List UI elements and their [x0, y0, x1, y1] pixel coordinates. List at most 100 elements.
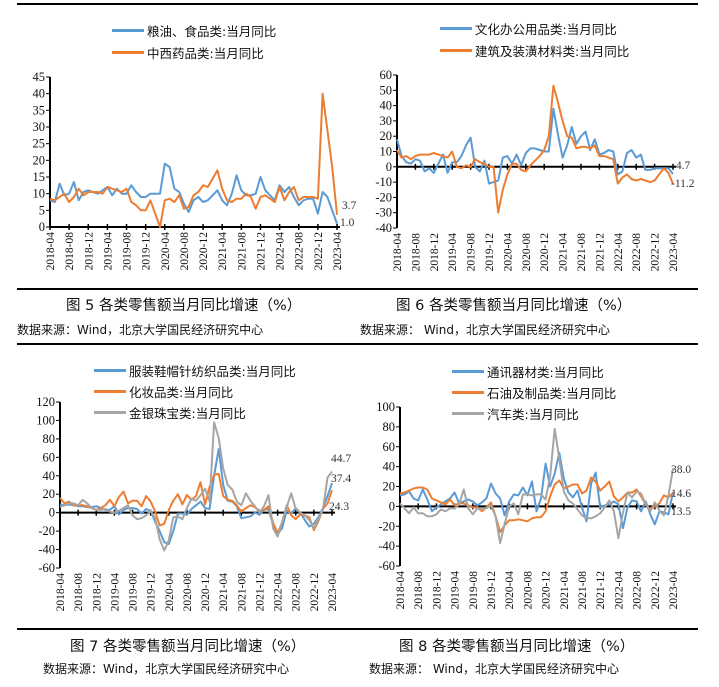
y-tick-label: -20 — [375, 190, 392, 204]
y-tick-label: 100 — [376, 400, 395, 414]
series-line — [49, 92, 338, 228]
top-rule — [360, 343, 698, 345]
data-label: -11.2 — [671, 178, 695, 190]
y-tick-label: 60 — [383, 440, 396, 454]
x-tick-label: 2021-12 — [594, 233, 606, 272]
x-tick-label: 2018-08 — [73, 573, 85, 612]
x-tick-label: 2023-04 — [668, 233, 680, 272]
legend-item: 服装鞋帽针纺织品类:当月同比 — [94, 361, 296, 380]
x-tick-label: 2019-08 — [128, 573, 140, 612]
figure-caption: 图 5 各类零售额当月同比增速（%） — [66, 298, 302, 314]
legend-item: 粮油、食品类:当月同比 — [112, 21, 276, 40]
bottom-rule — [360, 288, 698, 290]
x-tick-label: 2020-04 — [502, 233, 514, 272]
y-tick-label: -40 — [378, 539, 395, 553]
figure-caption: 图 7 各类零售额当月同比增速（%） — [70, 639, 306, 655]
x-tick-label: 2022-12 — [650, 571, 662, 610]
figure-caption: 图 8 各类零售额当月同比增速（%） — [399, 639, 635, 655]
x-tick-label: 2023-04 — [668, 571, 680, 610]
x-tick-label: 2018-12 — [91, 573, 103, 612]
data-label: -4.7 — [672, 160, 690, 172]
data-label: 24.3 — [329, 501, 349, 513]
x-tick-label: 2018-04 — [55, 573, 67, 612]
y-tick-label: 20 — [380, 129, 393, 143]
legend-item: 建筑及装潢材料类:当月同比 — [440, 41, 629, 60]
x-tick-label: 2021-12 — [254, 573, 266, 612]
series-line — [59, 472, 333, 534]
x-tick-label: 2021-08 — [236, 232, 248, 271]
y-tick-label: 25 — [33, 137, 46, 151]
series-line — [396, 84, 674, 214]
legend-label: 化妆品类:当月同比 — [129, 385, 234, 400]
data-label: 1.0 — [340, 217, 355, 229]
data-label: 13.5 — [671, 506, 691, 518]
x-tick-label: 2019-12 — [486, 571, 498, 610]
y-tick-label: -10 — [375, 175, 392, 189]
bottom-rule — [17, 628, 360, 630]
x-tick-label: 2022-04 — [613, 571, 625, 610]
x-tick-label: 2022-12 — [313, 232, 325, 271]
legend-item: 中西药品类:当月同比 — [112, 43, 264, 62]
y-tick-label: 10 — [33, 187, 46, 201]
y-tick-label: 50 — [380, 83, 393, 97]
x-tick-label: 2019-08 — [122, 232, 134, 271]
x-tick-label: 2021-08 — [577, 571, 589, 610]
legend-swatch — [94, 369, 126, 372]
y-tick-label: -40 — [375, 221, 392, 235]
legend-swatch — [112, 51, 144, 54]
legend-item: 化妆品类:当月同比 — [94, 382, 233, 401]
legend-label: 服装鞋帽针纺织品类:当月同比 — [129, 364, 296, 379]
legend-label: 中西药品类:当月同比 — [147, 46, 264, 61]
y-tick-label: 0 — [389, 499, 395, 513]
x-tick-label: 2022-04 — [613, 233, 625, 272]
x-tick-label: 2021-04 — [558, 233, 570, 272]
x-tick-label: 2019-04 — [450, 571, 462, 610]
series-line — [59, 421, 333, 552]
legend-swatch — [94, 390, 126, 393]
y-tick-label: 45 — [33, 70, 46, 84]
x-tick-label: 2022-04 — [275, 232, 287, 271]
x-tick-label: 2022-12 — [650, 233, 662, 272]
x-tick-label: 2019-12 — [484, 233, 496, 272]
x-tick-label: 2020-12 — [539, 233, 551, 272]
y-tick-label: -30 — [375, 206, 392, 220]
y-tick-label: 20 — [383, 480, 396, 494]
x-tick-label: 2021-12 — [595, 571, 607, 610]
x-tick-label: 2018-08 — [410, 233, 422, 272]
x-tick-label: 2020-08 — [182, 573, 194, 612]
legend-label: 金银珠宝类:当月同比 — [129, 406, 246, 421]
y-tick-label: 30 — [380, 114, 393, 128]
figure-caption: 图 6 各类零售额当月同比增速（%） — [396, 298, 632, 314]
y-tick-label: 80 — [43, 432, 56, 446]
data-label: 37.4 — [331, 473, 351, 485]
data-label: 14.6 — [671, 488, 691, 500]
x-tick-label: 2021-12 — [255, 232, 267, 271]
x-tick-label: 2020-08 — [522, 571, 534, 610]
y-tick-label: 0 — [39, 220, 45, 234]
x-tick-label: 2020-12 — [200, 573, 212, 612]
y-tick-label: -60 — [38, 561, 55, 575]
x-tick-label: 2018-04 — [392, 233, 404, 272]
x-tick-label: 2022-12 — [309, 573, 321, 612]
y-tick-label: 40 — [380, 99, 393, 113]
x-tick-label: 2019-12 — [146, 573, 158, 612]
y-tick-label: 5 — [39, 203, 45, 217]
legend-swatch — [440, 27, 472, 30]
y-tick-label: -20 — [378, 519, 395, 533]
x-tick-label: 2018-12 — [83, 232, 95, 271]
legend-item: 汽车类:当月同比 — [452, 404, 579, 423]
legend-label: 汽车类:当月同比 — [487, 407, 579, 422]
legend-swatch — [452, 412, 484, 415]
top-rule — [360, 3, 698, 5]
y-tick-label: 20 — [43, 487, 56, 501]
x-tick-label: 2019-04 — [109, 573, 121, 612]
legend-swatch — [94, 411, 126, 414]
x-tick-label: 2020-04 — [164, 573, 176, 612]
series-line — [396, 107, 674, 185]
x-tick-label: 2022-08 — [632, 571, 644, 610]
legend-swatch — [452, 391, 484, 394]
y-tick-label: 30 — [33, 120, 46, 134]
x-tick-label: 2021-08 — [236, 573, 248, 612]
x-tick-label: 2019-08 — [466, 233, 478, 272]
x-tick-label: 2020-12 — [198, 232, 210, 271]
